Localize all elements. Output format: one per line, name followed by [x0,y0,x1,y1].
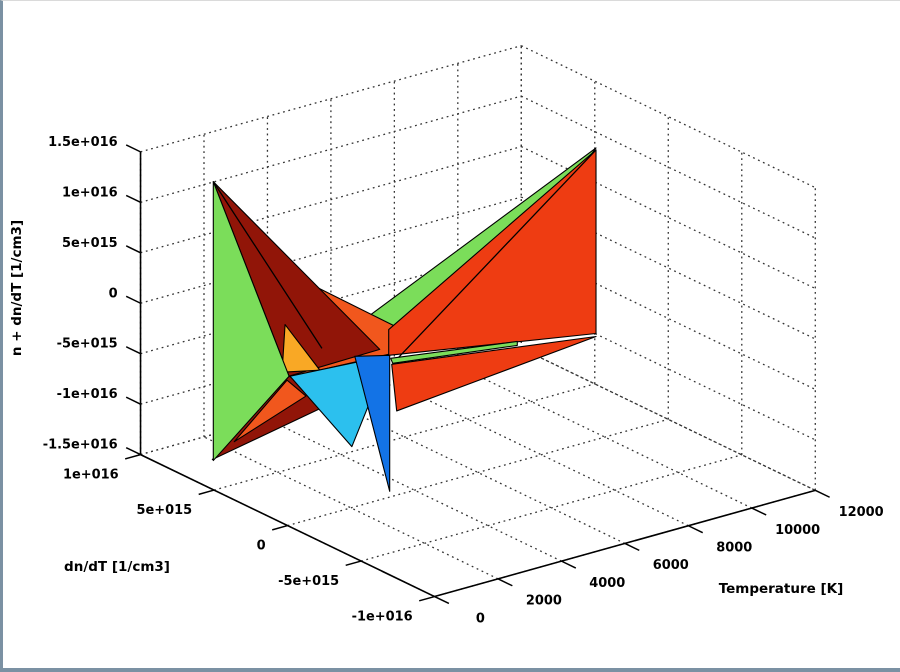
z-tick [125,245,141,254]
x-tick-label: 0 [476,611,485,626]
x-tick [561,560,577,569]
z-tick-label: 0 [109,286,118,301]
grid-floor-y [287,418,669,527]
z-tick-label: -5e+015 [57,337,118,352]
z-tick [125,346,141,355]
x-tick [434,595,450,605]
grid-wall-left-horiz [140,45,522,153]
surface-edge [398,149,597,358]
z-tick [125,194,141,203]
surface-orange-lower-face [233,379,307,443]
z-axis-label: n + dn/dT [1/cm3] [9,219,25,357]
y-tick-label: 0 [257,538,266,553]
surface-green-bottom-strip [390,340,518,364]
axes: 1.5e+016 1e+016 5e+015 0 -5e+015 -1e+016 -1.5e… [43,135,884,626]
surface-amber-face [281,324,321,373]
x-tick [624,542,640,552]
z-tick [125,447,141,456]
y-tick [345,560,362,567]
x-axis-label: Temperature [K] [718,581,844,597]
z-tick-label: 1e+016 [62,185,118,200]
x-tick-label: 6000 [653,558,689,573]
z-tick [125,144,141,153]
z-tick-label: 5e+015 [62,236,118,251]
grid-wall-left-horiz [140,95,522,203]
x-tick [814,489,830,498]
grid-floor-y [213,383,595,491]
grid-wall-right-horiz [520,45,816,189]
y-axis-label: dn/dT [1/cm3] [64,559,170,575]
grid-wall-left-horiz [140,145,522,254]
x-tick [497,578,513,587]
x-tick [751,507,767,516]
x-tick-label: 4000 [589,576,625,591]
z-tick-label: 1.5e+016 [48,135,118,150]
surface-blue-face [354,354,391,492]
x-tick-label: 10000 [775,523,820,538]
grid-wall-left-horiz [140,196,522,304]
3d-surface-plot: 1.5e+016 1e+016 5e+015 0 -5e+015 -1e+016 -1.5e… [43,45,884,626]
z-tick-label: -1e+016 [57,387,118,402]
surface-green-left-face [212,181,290,462]
z-tick-label: -1.5e+016 [43,438,118,453]
y-tick [418,595,435,602]
y-tick-label: 1e+016 [63,467,119,482]
y-tick-label: 5e+015 [137,503,193,518]
y-tick [198,489,215,496]
z-tick [125,295,141,304]
y-tick-label: -1e+016 [352,609,413,624]
x-tick-label: 12000 [839,505,884,520]
surface-edge [212,181,323,349]
z-tick [125,396,141,405]
surface-red-lower-wedge [391,335,597,412]
y-tick [124,453,141,460]
grid-floor-y [360,454,742,562]
y-tick-label: -5e+015 [278,574,339,589]
x-tick [688,525,704,534]
surface-red-right-face [388,149,597,356]
surfaces [211,147,597,492]
x-tick-label: 8000 [716,541,752,556]
x-tick-label: 2000 [526,594,562,609]
y-tick [271,524,288,531]
